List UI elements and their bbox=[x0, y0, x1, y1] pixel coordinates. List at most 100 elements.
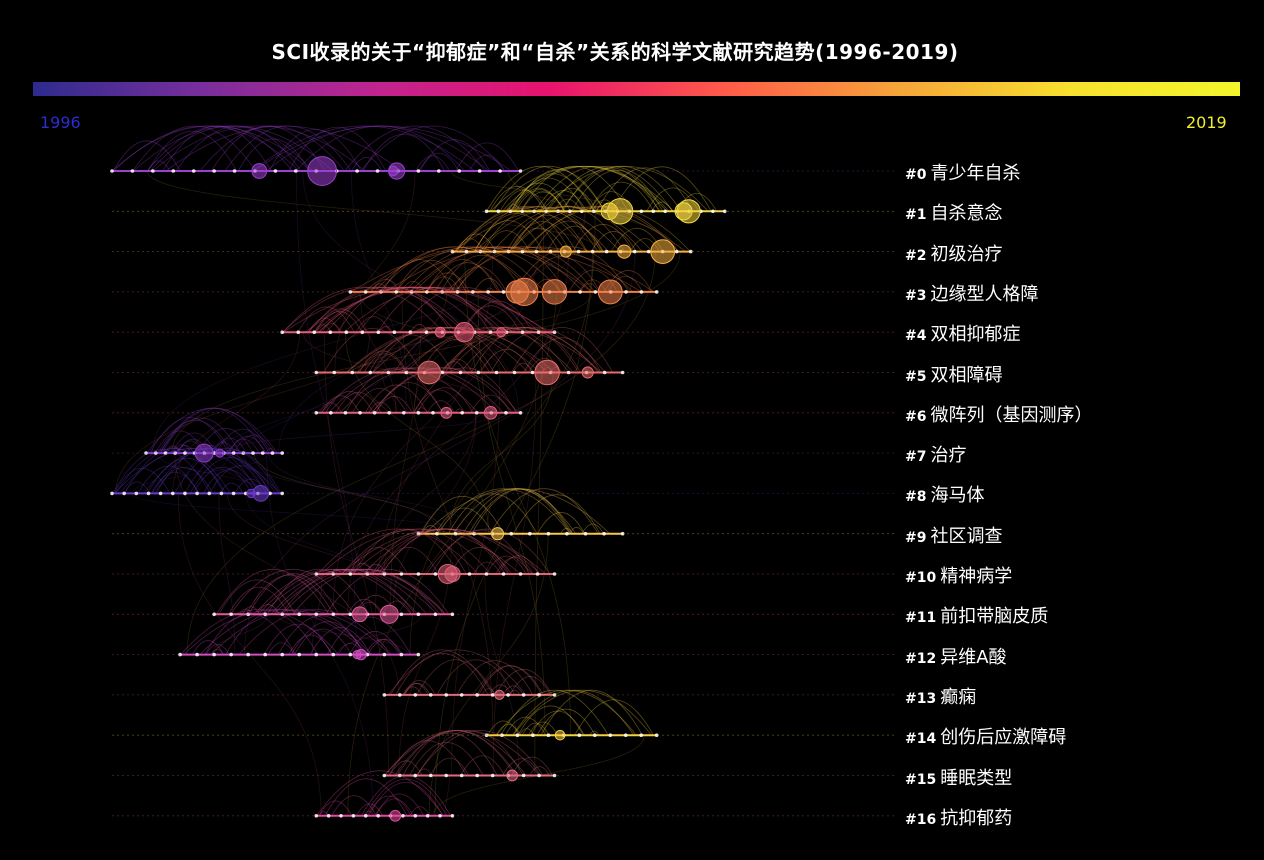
publication-node bbox=[460, 774, 464, 778]
highlight-node bbox=[389, 163, 405, 179]
highlight-node bbox=[555, 730, 565, 740]
publication-node bbox=[640, 210, 644, 214]
publication-node bbox=[608, 733, 612, 737]
publication-node bbox=[547, 733, 551, 737]
citation-arc bbox=[419, 153, 459, 171]
cluster-label-0: #0 青少年自杀 bbox=[905, 159, 1020, 185]
citation-arc bbox=[363, 134, 445, 171]
publication-node bbox=[131, 169, 135, 173]
publication-node bbox=[444, 774, 448, 778]
publication-node bbox=[401, 814, 405, 818]
cluster-id: #8 bbox=[905, 489, 926, 505]
publication-node bbox=[344, 411, 348, 415]
publication-node bbox=[328, 330, 332, 334]
highlight-node bbox=[582, 367, 593, 378]
publication-node bbox=[506, 693, 510, 697]
publication-node bbox=[478, 169, 482, 173]
publication-node bbox=[429, 693, 433, 697]
publication-node bbox=[460, 693, 464, 697]
cross-link bbox=[402, 292, 493, 735]
highlight-node bbox=[353, 650, 361, 658]
publication-node bbox=[312, 330, 316, 334]
publication-node bbox=[437, 169, 441, 173]
cluster-id: #10 bbox=[905, 570, 936, 586]
publication-node bbox=[314, 411, 318, 415]
cluster-label-14: #14 创伤后应激障碍 bbox=[905, 723, 1066, 749]
publication-node bbox=[280, 330, 284, 334]
highlight-node bbox=[390, 810, 401, 821]
highlight-node bbox=[511, 278, 538, 305]
publication-node bbox=[578, 290, 582, 294]
cluster-id: #7 bbox=[905, 449, 926, 465]
publication-node bbox=[171, 492, 175, 496]
cluster-label-5: #5 双相障碍 bbox=[905, 361, 1002, 387]
citation-arc bbox=[511, 174, 594, 212]
highlight-node bbox=[352, 607, 367, 622]
publication-node bbox=[314, 371, 318, 375]
publication-node bbox=[502, 572, 506, 576]
cluster-label-4: #4 双相抑郁症 bbox=[905, 320, 1020, 346]
cluster-id: #3 bbox=[905, 288, 926, 304]
highlight-node bbox=[542, 280, 567, 305]
cluster-label-3: #3 边缘型人格障 bbox=[905, 280, 1038, 306]
publication-node bbox=[398, 693, 402, 697]
publication-node bbox=[376, 169, 380, 173]
highlight-node bbox=[598, 280, 622, 304]
publication-node bbox=[537, 774, 541, 778]
publication-node bbox=[352, 814, 356, 818]
cluster-id: #13 bbox=[905, 691, 936, 707]
highlight-node bbox=[507, 770, 518, 781]
publication-node bbox=[364, 814, 368, 818]
publication-node bbox=[251, 451, 255, 455]
publication-node bbox=[383, 653, 387, 657]
cluster-label-16: #16 抗抑郁药 bbox=[905, 804, 1012, 830]
cluster-id: #12 bbox=[905, 651, 936, 667]
citation-arc bbox=[479, 666, 544, 695]
publication-node bbox=[584, 532, 588, 536]
publication-node bbox=[531, 371, 535, 375]
cluster-label-13: #13 癫痫 bbox=[905, 683, 976, 709]
publication-node bbox=[429, 774, 433, 778]
cluster-id: #9 bbox=[905, 530, 926, 546]
highlight-node bbox=[308, 157, 337, 186]
citation-arc bbox=[345, 126, 485, 171]
publication-node bbox=[502, 290, 506, 294]
cluster-name: 创伤后应激障碍 bbox=[940, 727, 1066, 748]
publication-node bbox=[294, 169, 298, 173]
cluster-name: 精神病学 bbox=[940, 566, 1012, 587]
publication-node bbox=[491, 693, 495, 697]
publication-node bbox=[475, 693, 479, 697]
publication-node bbox=[195, 492, 199, 496]
publication-node bbox=[212, 613, 216, 617]
publication-node bbox=[651, 210, 655, 214]
highlight-node bbox=[675, 203, 692, 220]
publication-node bbox=[110, 169, 114, 173]
publication-node bbox=[417, 411, 421, 415]
citation-arc bbox=[495, 669, 552, 695]
publication-node bbox=[624, 290, 628, 294]
publication-node bbox=[536, 572, 540, 576]
cross-link bbox=[335, 171, 415, 373]
highlight-node bbox=[607, 199, 632, 224]
publication-node bbox=[344, 330, 348, 334]
cluster-id: #4 bbox=[905, 328, 926, 344]
publication-node bbox=[434, 613, 438, 617]
publication-node bbox=[171, 169, 175, 173]
publication-node bbox=[383, 774, 387, 778]
publication-node bbox=[400, 613, 404, 617]
publication-node bbox=[376, 814, 380, 818]
publication-node bbox=[547, 532, 551, 536]
publication-node bbox=[431, 411, 435, 415]
publication-node bbox=[522, 693, 526, 697]
publication-node bbox=[220, 492, 224, 496]
publication-node bbox=[147, 492, 151, 496]
publication-node bbox=[640, 290, 644, 294]
publication-node bbox=[504, 411, 508, 415]
highlight-node bbox=[252, 164, 267, 179]
publication-node bbox=[355, 169, 359, 173]
citation-arc bbox=[453, 489, 575, 534]
publication-node bbox=[451, 613, 455, 617]
citation-arc bbox=[376, 396, 412, 412]
publication-node bbox=[314, 814, 318, 818]
publication-node bbox=[577, 250, 581, 254]
